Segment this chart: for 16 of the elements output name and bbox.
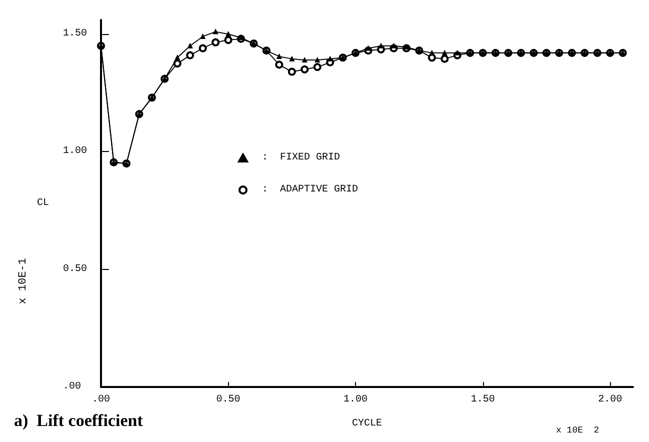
x-tick-label: .00 — [92, 394, 110, 406]
x-tick-label: 1.50 — [470, 394, 495, 406]
y-axis-title: CL — [36, 198, 49, 209]
legend-label: : ADAPTIVE GRID — [262, 184, 358, 196]
y-tick-label: .00 — [63, 382, 82, 392]
text: x 10E-1 — [18, 258, 30, 304]
x-tick-label: 1.00 — [344, 394, 368, 406]
y-tick-label: 1.00 — [63, 146, 88, 158]
x-tick-label: 2.00 — [598, 394, 622, 406]
y-tick-label: 1.50 — [63, 28, 88, 40]
text: x 10E 2 — [556, 426, 600, 436]
x-tick-label: 0.50 — [216, 394, 240, 406]
legend-label: : FIXED GRID — [262, 152, 340, 164]
x-axis-title: CYCLE — [352, 418, 382, 430]
text: a) Lift coefficient — [14, 411, 144, 430]
y-tick-label: 0.50 — [63, 264, 88, 275]
